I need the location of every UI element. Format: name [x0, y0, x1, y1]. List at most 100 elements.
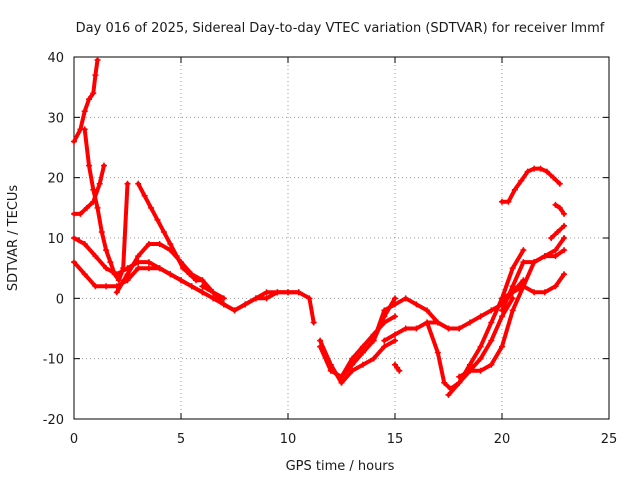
data-point	[85, 162, 92, 169]
data-point	[148, 204, 155, 211]
chart-title: Day 016 of 2025, Sidereal Day-to-day VTE…	[76, 21, 605, 36]
data-point	[466, 319, 473, 326]
data-point	[561, 247, 568, 254]
data-point	[77, 210, 84, 217]
series-arc-8	[156, 265, 317, 326]
data-point	[477, 355, 484, 362]
data-point	[71, 235, 77, 241]
data-point	[392, 301, 398, 308]
data-point	[186, 271, 193, 278]
data-point	[124, 271, 131, 278]
data-point	[381, 307, 388, 314]
data-point	[520, 247, 527, 254]
series-arc-9	[199, 283, 302, 314]
data-point	[561, 271, 568, 278]
data-point	[103, 247, 110, 254]
data-point	[520, 283, 527, 290]
data-point	[370, 337, 377, 344]
data-point	[531, 259, 538, 266]
data-point	[552, 253, 559, 260]
series-arc-2	[71, 162, 107, 217]
data-point	[509, 295, 516, 302]
grid	[74, 57, 609, 419]
y-tick-label: -10	[43, 353, 64, 368]
data-point	[359, 343, 366, 350]
series-line	[318, 338, 397, 385]
data-point	[220, 295, 227, 302]
series-line	[500, 166, 562, 204]
data-point	[456, 325, 463, 332]
data-point	[392, 313, 398, 320]
data-point	[71, 259, 77, 266]
data-point	[154, 216, 161, 223]
data-point	[531, 165, 538, 172]
data-point	[71, 138, 77, 145]
data-point	[543, 168, 550, 175]
data-point	[178, 277, 184, 284]
data-point	[488, 319, 495, 326]
series-arc-24	[552, 201, 568, 217]
series-arc-15	[392, 361, 403, 374]
data-point	[210, 295, 217, 302]
data-point	[349, 355, 356, 362]
data-point	[548, 235, 555, 241]
y-tick-label: 20	[47, 172, 64, 187]
data-point	[252, 295, 259, 302]
data-point	[381, 343, 388, 350]
x-tick-label: 10	[280, 432, 297, 447]
data-series	[71, 57, 568, 398]
x-tick-label: 25	[601, 432, 618, 447]
data-point	[92, 72, 99, 79]
data-point	[113, 271, 120, 278]
data-point	[135, 265, 142, 272]
data-point	[554, 228, 561, 235]
data-point	[145, 241, 152, 248]
data-point	[524, 168, 531, 175]
data-point	[499, 295, 505, 302]
data-point	[81, 108, 88, 115]
x-tick-labels: 0 5 10 15 20 25	[70, 432, 617, 447]
data-point	[556, 204, 563, 211]
data-point	[456, 373, 463, 380]
data-point	[231, 307, 238, 314]
data-point	[92, 283, 99, 290]
series-arc-22	[499, 247, 568, 314]
data-point	[392, 295, 398, 302]
data-point	[242, 301, 249, 308]
data-point	[537, 165, 544, 172]
series-arc-23	[548, 222, 568, 241]
data-point	[359, 349, 366, 356]
series-arc-12	[338, 313, 398, 380]
data-point	[499, 307, 505, 314]
data-point	[156, 241, 163, 248]
data-point	[509, 265, 516, 272]
data-point	[413, 301, 420, 308]
data-point	[263, 289, 270, 296]
data-point	[115, 277, 122, 284]
data-point	[488, 337, 495, 344]
series-line	[425, 296, 515, 391]
data-point	[98, 228, 105, 235]
data-point	[210, 289, 217, 296]
data-point	[402, 295, 409, 302]
y-tick-label: 30	[47, 111, 64, 126]
data-point	[103, 265, 110, 272]
data-point	[199, 283, 206, 290]
data-point	[317, 337, 324, 344]
data-point	[94, 204, 101, 211]
data-point	[180, 265, 187, 272]
data-point	[92, 253, 99, 260]
x-tick-label: 15	[387, 432, 404, 447]
x-tick-label: 5	[177, 432, 185, 447]
data-point	[103, 283, 110, 290]
y-axis-label: SDTVAR / TECUs	[6, 185, 21, 292]
series-line	[200, 284, 301, 313]
data-point	[402, 325, 409, 332]
data-point	[199, 289, 206, 296]
data-point	[488, 361, 495, 368]
series-arc-10	[317, 337, 398, 386]
data-point	[145, 265, 152, 272]
data-point	[274, 289, 281, 296]
data-point	[90, 186, 97, 193]
